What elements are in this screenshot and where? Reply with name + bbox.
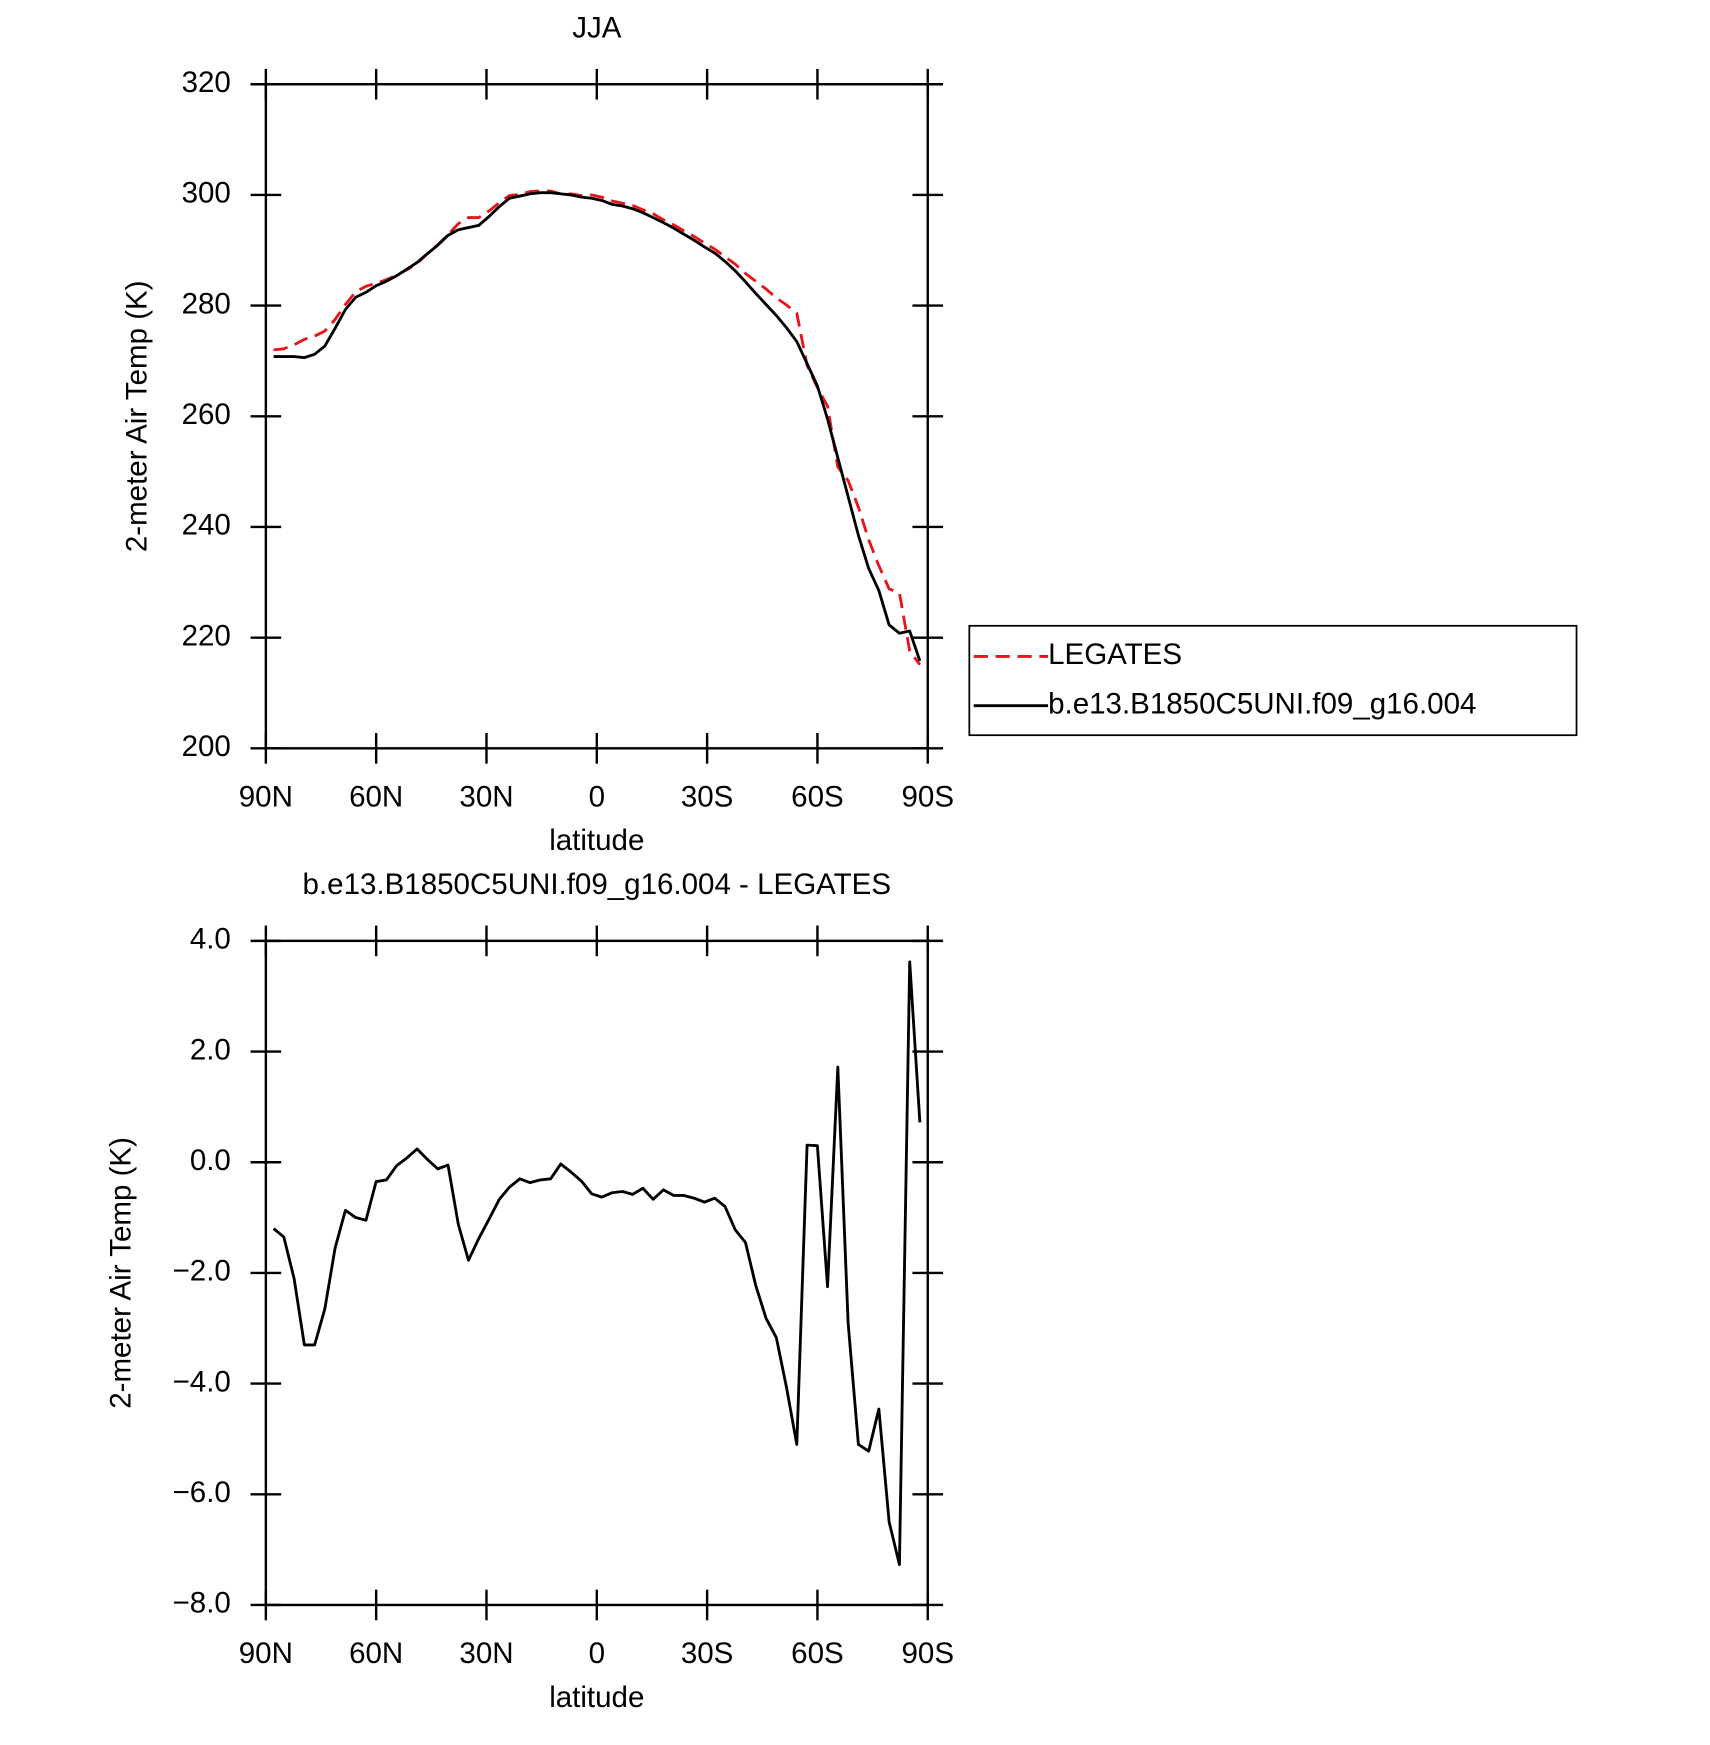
y-tick-label: 2.0	[190, 1033, 231, 1066]
y-tick-label: 260	[182, 398, 231, 431]
y-tick-label: 240	[182, 509, 231, 542]
x-tick-label: 90S	[901, 780, 954, 813]
x-tick-label: 30S	[681, 780, 734, 813]
x-tick-label: 60S	[791, 780, 844, 813]
y-axis-label: 2-meter Air Temp (K)	[104, 1137, 137, 1409]
x-tick-label: 90S	[901, 1637, 954, 1670]
y-tick-label: 200	[182, 730, 231, 763]
x-tick-label: 90N	[239, 780, 293, 813]
x-tick-label: 60N	[349, 1637, 403, 1670]
data-line	[273, 189, 922, 666]
y-tick-label: −2.0	[173, 1255, 231, 1288]
x-tick-label: 0	[589, 780, 605, 813]
x-tick-label: 30N	[459, 1637, 513, 1670]
x-tick-label: 30N	[459, 780, 513, 813]
x-tick-label: 60N	[349, 780, 403, 813]
y-tick-label: 320	[182, 66, 231, 99]
data-line	[272, 960, 922, 1567]
x-tick-label: 0	[589, 1637, 605, 1670]
y-axis-label: 2-meter Air Temp (K)	[121, 280, 154, 552]
x-tick-label: 60S	[791, 1637, 844, 1670]
y-tick-label: 0.0	[190, 1144, 231, 1177]
y-tick-label: −6.0	[173, 1476, 231, 1509]
y-tick-label: −4.0	[173, 1365, 231, 1398]
x-axis-label: latitude	[549, 1681, 644, 1714]
legend-box	[968, 624, 1578, 737]
y-tick-label: 280	[182, 287, 231, 320]
data-line	[273, 191, 922, 662]
x-tick-label: 30S	[681, 1637, 734, 1670]
chart-title: JJA	[572, 11, 622, 44]
y-tick-label: 4.0	[190, 923, 231, 956]
legend-label: LEGATES	[1048, 638, 1182, 671]
y-tick-label: 300	[182, 177, 231, 210]
y-tick-label: 220	[182, 619, 231, 652]
x-tick-label: 90N	[239, 1637, 293, 1670]
y-tick-label: −8.0	[173, 1587, 231, 1620]
legend-label: b.e13.B1850C5UNI.f09_g16.004	[1048, 687, 1476, 720]
x-axis-label: latitude	[549, 824, 644, 857]
chart-title: b.e13.B1850C5UNI.f09_g16.004 - LEGATES	[303, 868, 892, 901]
